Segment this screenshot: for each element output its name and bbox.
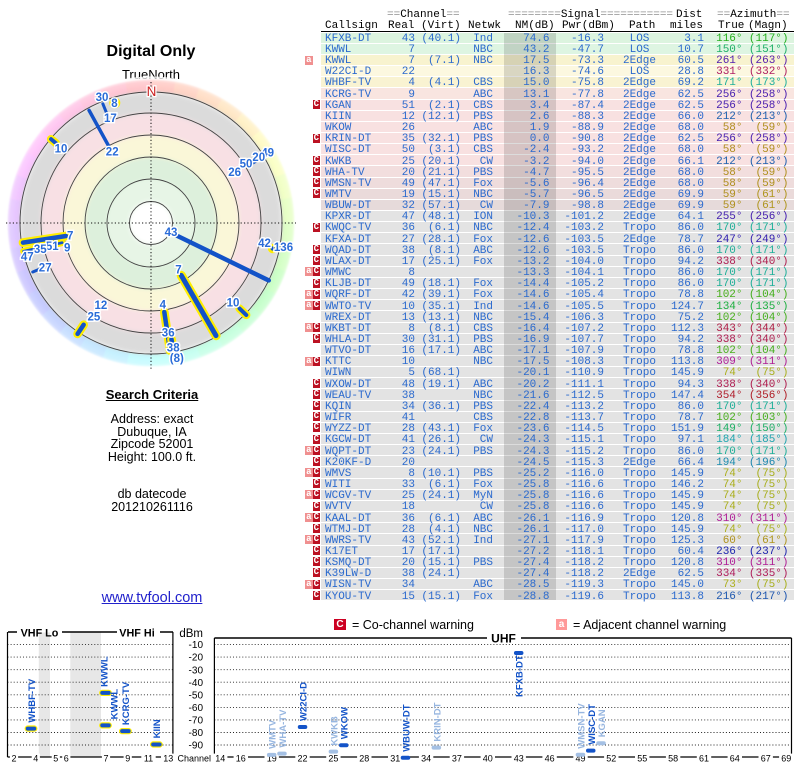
svg-text:WISC-DT: WISC-DT bbox=[587, 704, 598, 745]
svg-text:36: 36 bbox=[162, 328, 175, 340]
svg-text:52: 52 bbox=[606, 754, 616, 764]
svg-text:VHF Lo: VHF Lo bbox=[21, 628, 59, 640]
svg-text:22: 22 bbox=[106, 147, 119, 159]
svg-text:30: 30 bbox=[96, 92, 109, 104]
svg-text:W22CI-D: W22CI-D bbox=[299, 682, 310, 721]
svg-text:28: 28 bbox=[359, 754, 369, 764]
svg-text:4: 4 bbox=[160, 300, 167, 312]
svg-text:KWWL: KWWL bbox=[109, 689, 120, 720]
svg-text:WMTV: WMTV bbox=[268, 719, 279, 749]
svg-text:13: 13 bbox=[163, 754, 173, 764]
svg-text:64: 64 bbox=[730, 754, 740, 764]
svg-text:KFXB-DT: KFXB-DT bbox=[515, 655, 526, 697]
svg-text:50: 50 bbox=[240, 159, 253, 171]
svg-text:58: 58 bbox=[668, 754, 678, 764]
svg-text:-60: -60 bbox=[189, 703, 204, 714]
svg-text:7: 7 bbox=[67, 231, 73, 243]
svg-text:-20: -20 bbox=[189, 653, 204, 664]
svg-text:46: 46 bbox=[545, 754, 555, 764]
svg-text:UHF: UHF bbox=[491, 632, 516, 646]
svg-text:9: 9 bbox=[125, 754, 130, 764]
svg-text:dBm: dBm bbox=[179, 628, 203, 640]
svg-text:8: 8 bbox=[111, 98, 118, 110]
svg-text:9: 9 bbox=[64, 243, 70, 255]
svg-text:KCRG-TV: KCRG-TV bbox=[121, 681, 132, 725]
svg-text:11: 11 bbox=[144, 754, 153, 764]
svg-text:WMSN-TV: WMSN-TV bbox=[576, 703, 587, 749]
svg-text:KWWL: KWWL bbox=[99, 656, 110, 687]
svg-text:25: 25 bbox=[88, 311, 101, 323]
svg-text:(8): (8) bbox=[170, 353, 184, 365]
svg-text:6: 6 bbox=[64, 754, 69, 764]
svg-text:7: 7 bbox=[175, 265, 181, 277]
svg-text:49: 49 bbox=[261, 147, 274, 159]
svg-text:-50: -50 bbox=[189, 690, 204, 701]
svg-text:-10: -10 bbox=[189, 640, 204, 651]
svg-text:47: 47 bbox=[21, 252, 34, 264]
svg-text:-90: -90 bbox=[189, 741, 204, 752]
svg-text:KWKB: KWKB bbox=[329, 716, 340, 746]
svg-text:38: 38 bbox=[167, 343, 180, 355]
svg-text:WHBF-TV: WHBF-TV bbox=[27, 678, 38, 722]
svg-text:61: 61 bbox=[699, 754, 709, 764]
svg-text:-70: -70 bbox=[189, 716, 204, 727]
svg-text:22: 22 bbox=[297, 754, 307, 764]
svg-text:27: 27 bbox=[39, 263, 52, 275]
svg-text:19: 19 bbox=[267, 754, 277, 764]
svg-text:37: 37 bbox=[452, 754, 462, 764]
svg-text:-40: -40 bbox=[189, 678, 204, 689]
svg-text:12: 12 bbox=[95, 300, 108, 312]
svg-text:67: 67 bbox=[761, 754, 771, 764]
svg-text:KIIN: KIIN bbox=[152, 719, 163, 738]
svg-text:Channel: Channel bbox=[178, 754, 212, 764]
svg-text:10: 10 bbox=[227, 297, 240, 309]
svg-text:4: 4 bbox=[33, 754, 38, 764]
svg-text:42: 42 bbox=[258, 238, 271, 250]
svg-text:35: 35 bbox=[34, 244, 47, 256]
svg-text:31: 31 bbox=[390, 754, 400, 764]
svg-text:-80: -80 bbox=[189, 728, 204, 739]
svg-text:20: 20 bbox=[252, 152, 265, 164]
svg-text:WKOW: WKOW bbox=[340, 707, 351, 739]
svg-text:-30: -30 bbox=[189, 665, 204, 676]
svg-text:KGAN: KGAN bbox=[597, 709, 608, 737]
svg-text:WHA-TV: WHA-TV bbox=[278, 709, 289, 748]
svg-text:55: 55 bbox=[637, 754, 647, 764]
svg-text:10: 10 bbox=[55, 143, 68, 155]
svg-text:40: 40 bbox=[483, 754, 493, 764]
svg-text:7: 7 bbox=[103, 754, 108, 764]
svg-text:14: 14 bbox=[215, 754, 225, 764]
svg-text:WBUW-DT: WBUW-DT bbox=[401, 704, 412, 751]
svg-text:16: 16 bbox=[236, 754, 246, 764]
svg-text:49: 49 bbox=[575, 754, 585, 764]
svg-text:136: 136 bbox=[274, 242, 293, 254]
svg-text:VHF Hi: VHF Hi bbox=[119, 628, 154, 640]
svg-text:5: 5 bbox=[53, 754, 58, 764]
svg-text:26: 26 bbox=[228, 167, 241, 179]
svg-text:69: 69 bbox=[781, 754, 791, 764]
svg-text:34: 34 bbox=[421, 754, 431, 764]
svg-text:KRIN-DT: KRIN-DT bbox=[432, 702, 443, 741]
svg-text:17: 17 bbox=[104, 113, 117, 125]
svg-text:43: 43 bbox=[514, 754, 524, 764]
svg-text:51: 51 bbox=[46, 241, 59, 253]
svg-text:43: 43 bbox=[165, 227, 178, 239]
svg-text:2: 2 bbox=[11, 754, 16, 764]
svg-text:25: 25 bbox=[328, 754, 338, 764]
svg-text:N: N bbox=[147, 84, 157, 99]
